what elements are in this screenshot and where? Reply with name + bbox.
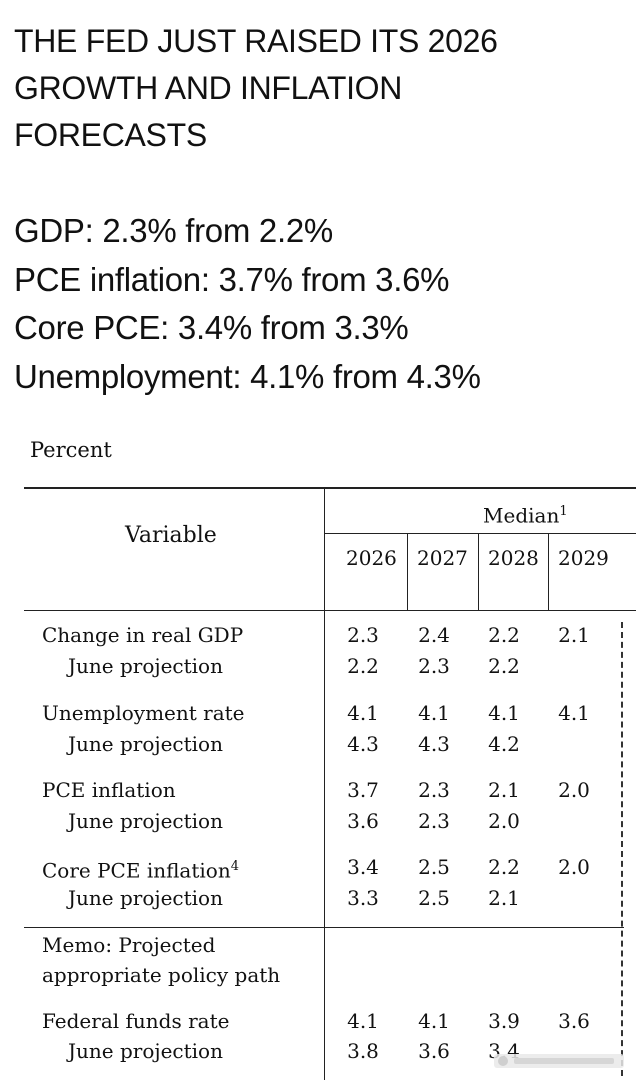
stat-unemployment: Unemployment: 4.1% from 4.3% (14, 357, 481, 395)
year-header: 2028 (488, 546, 539, 570)
median-header-text: Median (483, 503, 560, 528)
row-label: Unemployment rate (42, 701, 245, 725)
table-cell: 2.5 (418, 886, 450, 910)
headline-line: GROWTH AND INFLATION (14, 70, 403, 106)
table-cell: 3.6 (418, 1039, 450, 1063)
row-label: PCE inflation (42, 778, 176, 802)
projection-label: June projection (68, 732, 223, 756)
year-divider (548, 534, 549, 611)
stat-gdp: GDP: 2.3% from 2.2% (14, 212, 333, 249)
dashed-divider (621, 622, 623, 1076)
row-label-text: Core PCE inflation (42, 858, 231, 883)
headline: THE FED JUST RAISED ITS 2026 GROWTH AND … (14, 18, 629, 159)
variable-header: Variable (125, 523, 217, 548)
table-cell: 3.7 (347, 778, 379, 802)
table-cell: 4.3 (418, 732, 450, 756)
row-label: Federal funds rate (42, 1009, 230, 1033)
variable-divider (324, 487, 325, 1080)
watermark-icon (494, 1054, 624, 1068)
header-mid-rule (324, 533, 636, 534)
table-cell: 2.3 (418, 654, 450, 678)
table-cell: 2.0 (488, 809, 520, 833)
year-header: 2027 (417, 546, 468, 570)
table-cell: 2.2 (488, 855, 520, 879)
table-cell: 3.6 (347, 809, 379, 833)
unit-label: Percent (30, 438, 112, 462)
projections-table: Variable Median1 2026 2027 2028 2029 Cha… (24, 487, 636, 1080)
row-label: Core PCE inflation4 (42, 855, 239, 883)
year-divider (407, 534, 408, 611)
projection-label: June projection (68, 886, 223, 910)
table-cell: 2.1 (488, 778, 520, 802)
year-header: 2026 (346, 546, 397, 570)
table-cell: 2.4 (418, 623, 450, 647)
table-cell: 2.0 (558, 855, 590, 879)
table-cell: 4.2 (488, 732, 520, 756)
table-cell: 2.3 (347, 623, 379, 647)
header-bottom-rule (24, 610, 636, 611)
stat-core-pce: Core PCE: 3.4% from 3.3% (14, 309, 409, 346)
table-cell: 2.2 (488, 623, 520, 647)
projection-label: June projection (68, 654, 223, 678)
table-cell: 2.1 (558, 623, 590, 647)
headline-line: FORECASTS (14, 117, 207, 153)
table-top-rule (24, 487, 636, 489)
table-cell: 3.3 (347, 886, 379, 910)
table-cell: 2.2 (347, 654, 379, 678)
table-cell: 4.1 (418, 1009, 450, 1033)
table-cell: 2.3 (418, 778, 450, 802)
table-cell: 4.1 (347, 1009, 379, 1033)
table-cell: 3.6 (558, 1009, 590, 1033)
table-cell: 2.5 (418, 855, 450, 879)
table-cell: 3.8 (347, 1039, 379, 1063)
table-cell: 4.1 (418, 701, 450, 725)
year-divider (478, 534, 479, 611)
table-cell: 2.1 (488, 886, 520, 910)
median-header: Median1 (483, 500, 568, 528)
year-header: 2029 (558, 546, 609, 570)
table-cell: 3.4 (347, 855, 379, 879)
table-cell: 4.1 (558, 701, 590, 725)
footnote-marker: 1 (559, 504, 568, 519)
projection-label: June projection (68, 1039, 223, 1063)
memo-label: Memo: Projected (42, 933, 216, 957)
table-cell: 4.1 (488, 701, 520, 725)
table-cell: 4.3 (347, 732, 379, 756)
table-cell: 4.1 (347, 701, 379, 725)
stat-pce: PCE inflation: 3.7% from 3.6% (14, 260, 450, 298)
table-cell: 2.2 (488, 654, 520, 678)
table-cell: 3.9 (488, 1009, 520, 1033)
post-header: THE FED JUST RAISED ITS 2026 GROWTH AND … (14, 18, 629, 401)
memo-label: appropriate policy path (42, 963, 281, 987)
projection-label: June projection (68, 809, 223, 833)
headline-line: THE FED JUST RAISED ITS 2026 (14, 23, 498, 59)
row-label: Change in real GDP (42, 623, 244, 647)
table-cell: 2.3 (418, 809, 450, 833)
forecast-stats: GDP: 2.3% from 2.2% PCE inflation: 3.7% … (14, 207, 629, 401)
footnote-marker: 4 (230, 859, 239, 874)
table-cell: 2.0 (558, 778, 590, 802)
